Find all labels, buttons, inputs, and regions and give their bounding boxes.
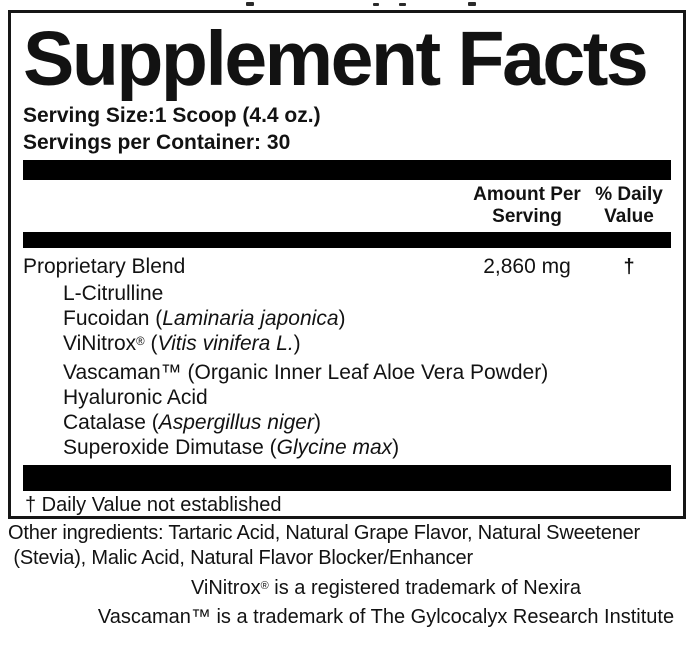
ingredient-name: L-Citrulline: [63, 282, 164, 306]
blend-ingredient: Superoxide Dimutase (Glycine max): [23, 435, 671, 460]
daily-value-header: % Daily Value: [587, 184, 671, 228]
proprietary-blend-row: Proprietary Blend 2,860 mg †: [23, 254, 671, 280]
blend-ingredient: Catalase (Aspergillus niger): [23, 410, 671, 435]
ingredient-name-suffix: ): [293, 332, 301, 356]
other-ingredients-line2: (Stevia), Malic Acid, Natural Flavor Blo…: [8, 547, 473, 569]
daily-value-footnote: † Daily Value not established: [25, 494, 282, 517]
ingredient-name: Superoxide Dimutase (: [63, 436, 277, 460]
dv-header-line1: % Daily: [595, 184, 663, 206]
supplement-facts-panel: Supplement Facts Serving Size:1 Scoop (4…: [8, 10, 686, 519]
below-panel-text: Other ingredients: Tartaric Acid, Natura…: [8, 521, 688, 630]
column-headers: Amount Per Serving % Daily Value: [23, 184, 671, 228]
blend-ingredient: ViNitrox® (Vitis vinifera L.): [23, 331, 671, 360]
crop-artifact: [246, 2, 254, 6]
column-spacer: [23, 184, 467, 228]
ingredient-name: ViNitrox® (: [63, 332, 158, 356]
blend-ingredient: Hyaluronic Acid: [23, 385, 671, 410]
serving-info: Serving Size:1 Scoop (4.4 oz.) Servings …: [23, 102, 671, 156]
servings-per-container: Servings per Container: 30: [23, 131, 291, 155]
ingredient-name: Hyaluronic Acid: [63, 386, 208, 410]
ingredient-name-suffix: ): [338, 307, 346, 331]
blend-daily-value-dagger: †: [623, 256, 635, 279]
blend-ingredient: Vascaman™ (Organic Inner Leaf Aloe Vera …: [23, 360, 671, 385]
ingredient-latin-name: Glycine max: [276, 436, 393, 460]
crop-artifact: [468, 2, 476, 6]
other-ingredients-line1: Other ingredients: Tartaric Acid, Natura…: [8, 522, 641, 544]
ingredient-latin-name: Laminaria japonica: [162, 307, 339, 331]
ingredient-name: Fucoidan (: [63, 307, 163, 331]
ingredient-latin-name: Aspergillus niger: [158, 411, 314, 435]
blend-ingredient: L-Citrulline: [23, 281, 671, 306]
crop-artifact: [399, 3, 406, 6]
vascaman-trademark-note: Vascaman™ is a trademark of The Gylcocal…: [97, 606, 675, 628]
panel-title: Supplement Facts: [23, 16, 649, 102]
divider-bar-bottom: [23, 465, 671, 492]
crop-artifact: [373, 3, 379, 6]
divider-bar-thick: [23, 160, 671, 181]
blend-ingredient-list: L-Citrulline Fucoidan (Laminaria japonic…: [23, 281, 671, 460]
ingredient-name: Catalase (: [63, 411, 159, 435]
dv-header-line2: Value: [604, 206, 654, 228]
amount-per-serving-header: Amount Per Serving: [467, 184, 587, 228]
ingredient-latin-name: Vitis vinifera L.: [157, 332, 294, 356]
ingredient-name-suffix: ): [392, 436, 400, 460]
blend-amount: 2,860 mg: [483, 255, 571, 279]
trademark-notes: ViNitrox® is a registered trademark of N…: [8, 575, 688, 630]
ingredient-name-suffix: ): [313, 411, 321, 435]
vinitrox-trademark-note: ViNitrox® is a registered trademark of N…: [190, 577, 582, 599]
serving-size: Serving Size:1 Scoop (4.4 oz.): [23, 104, 321, 128]
blend-name: Proprietary Blend: [23, 255, 186, 279]
amount-header-line1: Amount Per: [473, 184, 581, 206]
ingredient-name: Vascaman™ (Organic Inner Leaf Aloe Vera …: [63, 361, 549, 385]
amount-header-line2: Serving: [492, 206, 562, 228]
blend-ingredient: Fucoidan (Laminaria japonica): [23, 306, 671, 331]
divider-bar-thin: [23, 232, 671, 249]
